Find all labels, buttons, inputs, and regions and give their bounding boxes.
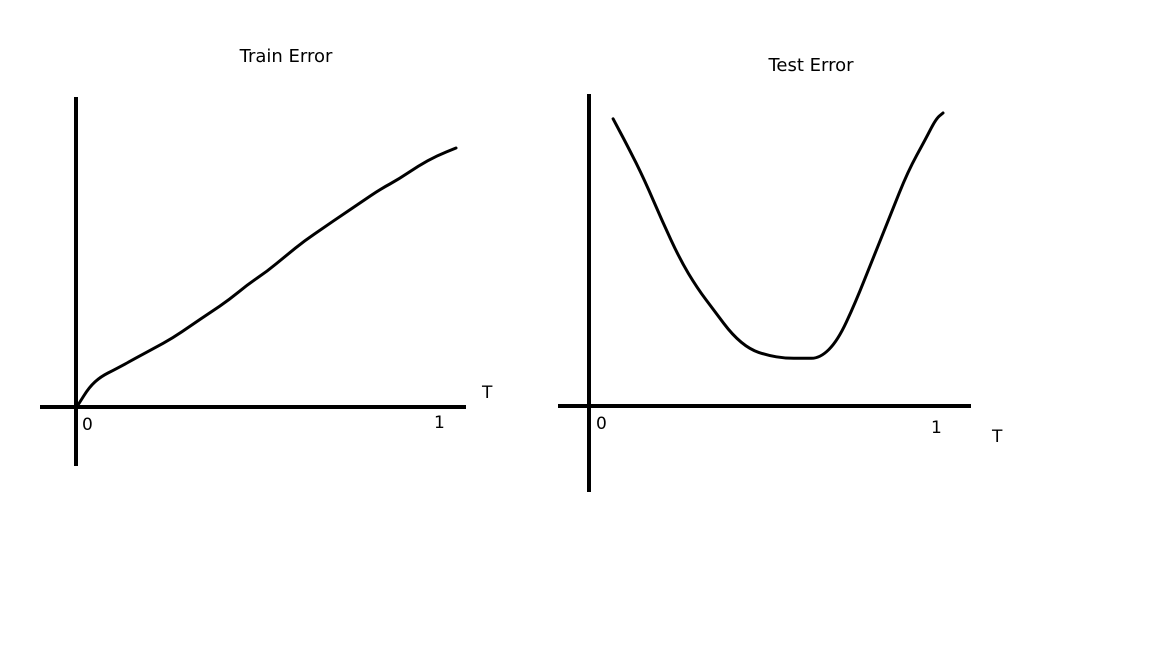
series-line (611, 111, 945, 360)
x-axis-label: T (481, 383, 493, 403)
chart-title: Test Error (767, 55, 854, 76)
x-tick-label-1: 1 (434, 413, 445, 433)
train-error-chart: Train Error 0 1 T (40, 46, 493, 466)
x-axis-label: T (991, 427, 1003, 447)
chart-title: Train Error (239, 46, 333, 67)
x-tick-label-1: 1 (931, 418, 942, 438)
plot-area (611, 111, 945, 360)
plot-area (76, 146, 458, 407)
test-error-chart: Test Error 0 1 T (558, 55, 1003, 492)
series-line (76, 146, 458, 407)
x-tick-label-0: 0 (82, 415, 93, 435)
x-tick-label-0: 0 (596, 414, 607, 434)
